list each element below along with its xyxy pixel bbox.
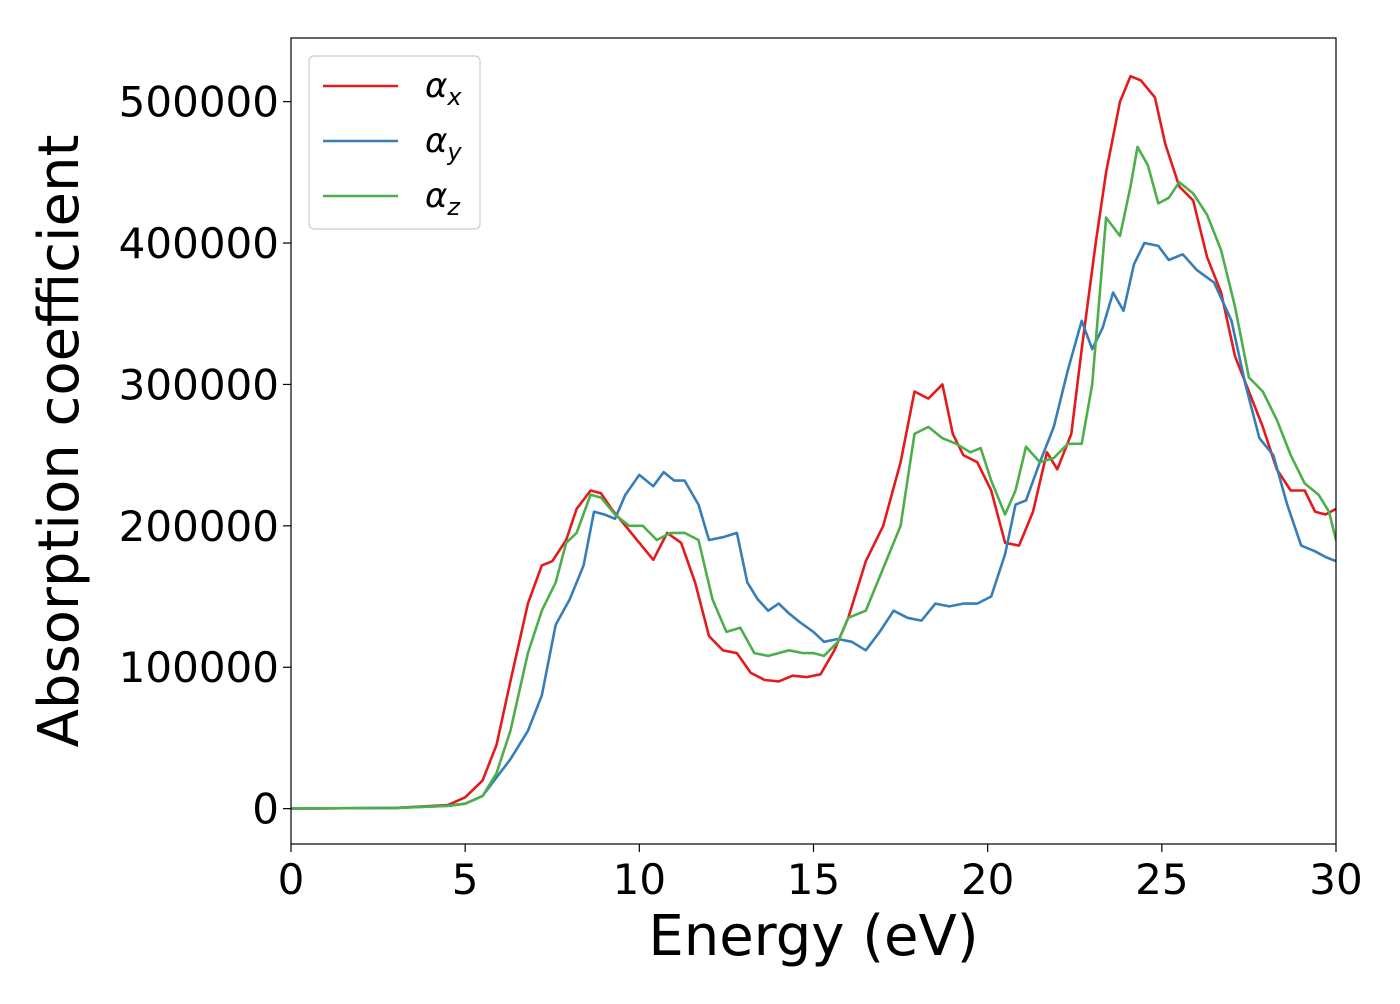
y-tick-label: 200000: [119, 502, 279, 551]
x-axis-label: Energy (eV): [648, 904, 978, 969]
y-tick-label: 0: [252, 785, 279, 834]
x-tick-label: 20: [961, 855, 1014, 904]
x-axis-ticks: 0 5 10 15 20 25 30: [278, 844, 1363, 904]
series-line-y: [291, 241, 1336, 810]
series-line-x: [291, 74, 1336, 810]
series-line-z: [291, 145, 1336, 810]
y-tick-label: 500000: [119, 78, 279, 127]
x-tick-label: 0: [278, 855, 305, 904]
x-tick-label: 30: [1309, 855, 1362, 904]
x-tick-label: 5: [452, 855, 479, 904]
y-tick-label: 100000: [119, 643, 279, 692]
y-tick-label: 300000: [119, 360, 279, 409]
x-tick-label: 10: [613, 855, 666, 904]
y-axis-label: Absorption coefficient: [27, 135, 92, 748]
y-tick-label: 400000: [119, 219, 279, 268]
x-tick-label: 25: [1135, 855, 1188, 904]
y-axis-ticks: 0 100000 200000 300000 400000 500000: [119, 78, 291, 834]
x-tick-label: 15: [787, 855, 840, 904]
series-layer: [291, 74, 1336, 810]
legend-box: [308, 55, 481, 230]
